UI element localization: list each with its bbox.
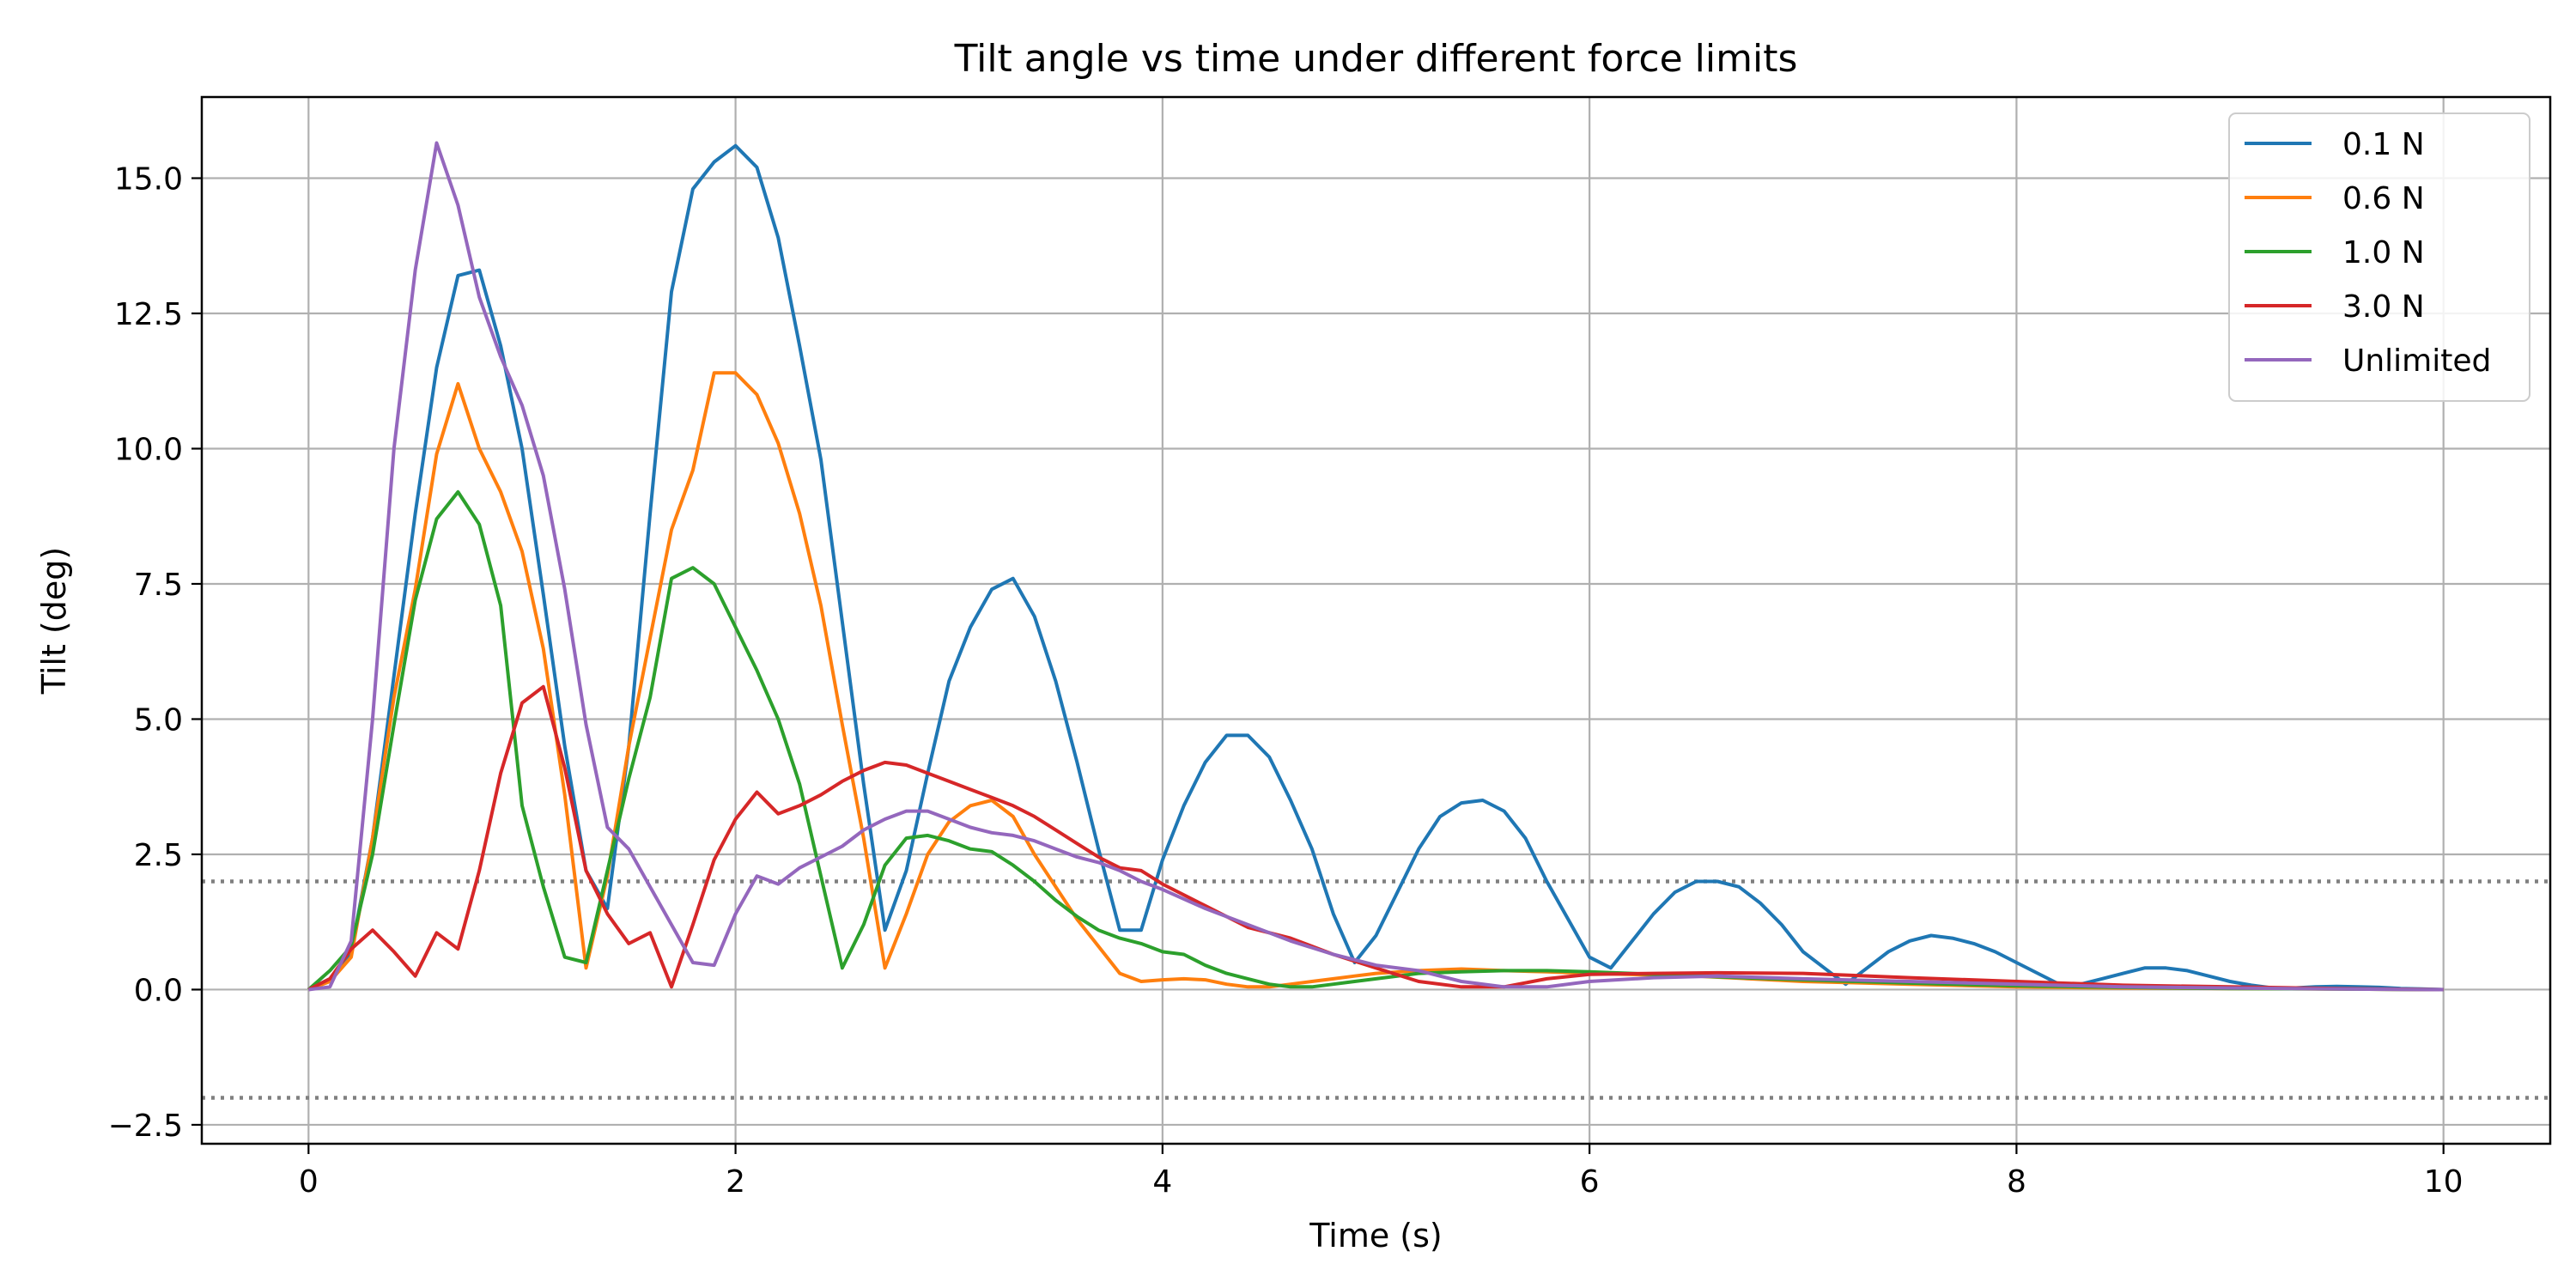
series-line-unlimited	[308, 141, 2444, 992]
x-tick-label: 0	[299, 1164, 319, 1200]
y-tick-label: 2.5	[134, 838, 183, 873]
legend-box	[2228, 112, 2530, 402]
y-tick-label: 5.0	[134, 702, 183, 738]
legend-label: Unlimited	[2342, 343, 2491, 379]
y-tick-label: −2.5	[108, 1109, 183, 1144]
legend-label: 3.0 N	[2342, 289, 2425, 325]
series-lines	[307, 141, 2444, 992]
x-tick-label: 6	[1580, 1164, 1600, 1200]
axis-ticks: 0 2 4 6 8 10 −2.5 0.0 2.5 5.0 7.5 10.0 12.5 15.0	[108, 161, 2464, 1200]
series-line-1-0-n	[307, 489, 2444, 992]
y-axis-label: Tilt (deg)	[35, 547, 73, 695]
x-axis-label: Time (s)	[1309, 1217, 1443, 1255]
y-tick-label: 7.5	[134, 568, 183, 603]
x-tick-label: 4	[1152, 1164, 1172, 1200]
y-tick-label: 12.5	[114, 297, 183, 332]
x-tick-label: 8	[2007, 1164, 2026, 1200]
plot-frame	[200, 95, 2552, 1145]
x-tick-label: 10	[2424, 1164, 2464, 1200]
y-tick-label: 10.0	[114, 432, 183, 467]
chart-title: Tilt angle vs time under different force…	[954, 37, 1798, 81]
legend-label: 1.0 N	[2342, 235, 2425, 270]
reference-lines	[202, 879, 2550, 1100]
y-tick-label: 15.0	[114, 161, 183, 197]
series-line-3-0-n	[307, 684, 2444, 992]
x-tick-label: 2	[726, 1164, 745, 1200]
legend: 0.1 N 0.6 N 1.0 N 3.0 N Unlimited	[2228, 112, 2530, 402]
legend-label: 0.1 N	[2342, 127, 2425, 162]
y-tick-label: 0.0	[134, 973, 183, 1008]
legend-label: 0.6 N	[2342, 181, 2425, 216]
